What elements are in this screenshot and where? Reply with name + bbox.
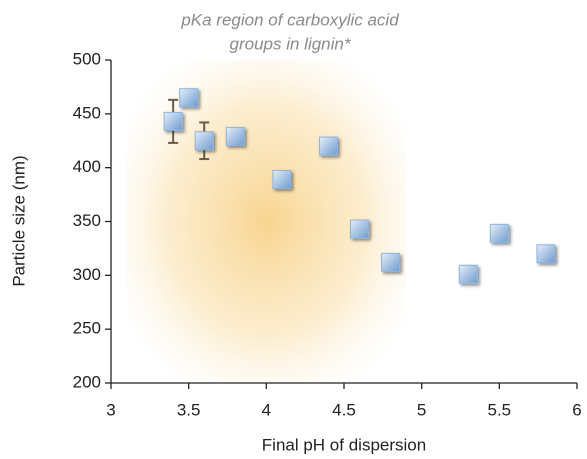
point (163, 111, 183, 131)
y-tick-label: 300 (73, 265, 101, 284)
point (489, 223, 509, 243)
x-axis-label: Final pH of dispersion (262, 435, 426, 454)
x-tick-label: 5 (417, 400, 426, 419)
y-tick-label: 200 (73, 372, 101, 391)
marks-layer (163, 88, 556, 284)
y-tick-label: 250 (73, 319, 101, 338)
x-tick-label: 3.5 (177, 400, 201, 419)
x-tick-label: 4 (262, 400, 271, 419)
y-tick-label: 400 (73, 157, 101, 176)
x-tick-label: 5.5 (488, 400, 512, 419)
point (179, 88, 199, 108)
point (458, 264, 478, 284)
y-axis-label: Particle size (nm) (9, 155, 28, 286)
point (381, 252, 401, 272)
point (194, 131, 214, 151)
point (536, 244, 556, 264)
y-tick-label: 450 (73, 103, 101, 122)
x-tick-label: 6 (572, 400, 581, 419)
y-tick-label: 350 (73, 211, 101, 230)
point (272, 170, 292, 190)
point (225, 126, 245, 146)
y-tick-label: 500 (73, 49, 101, 68)
annotation: pKa region of carboxylic acid (180, 10, 399, 29)
point (350, 219, 370, 239)
x-tick-label: 4.5 (332, 400, 356, 419)
annotation: groups in lignin* (230, 34, 352, 53)
point (318, 136, 338, 156)
x-tick-label: 3 (106, 400, 115, 419)
